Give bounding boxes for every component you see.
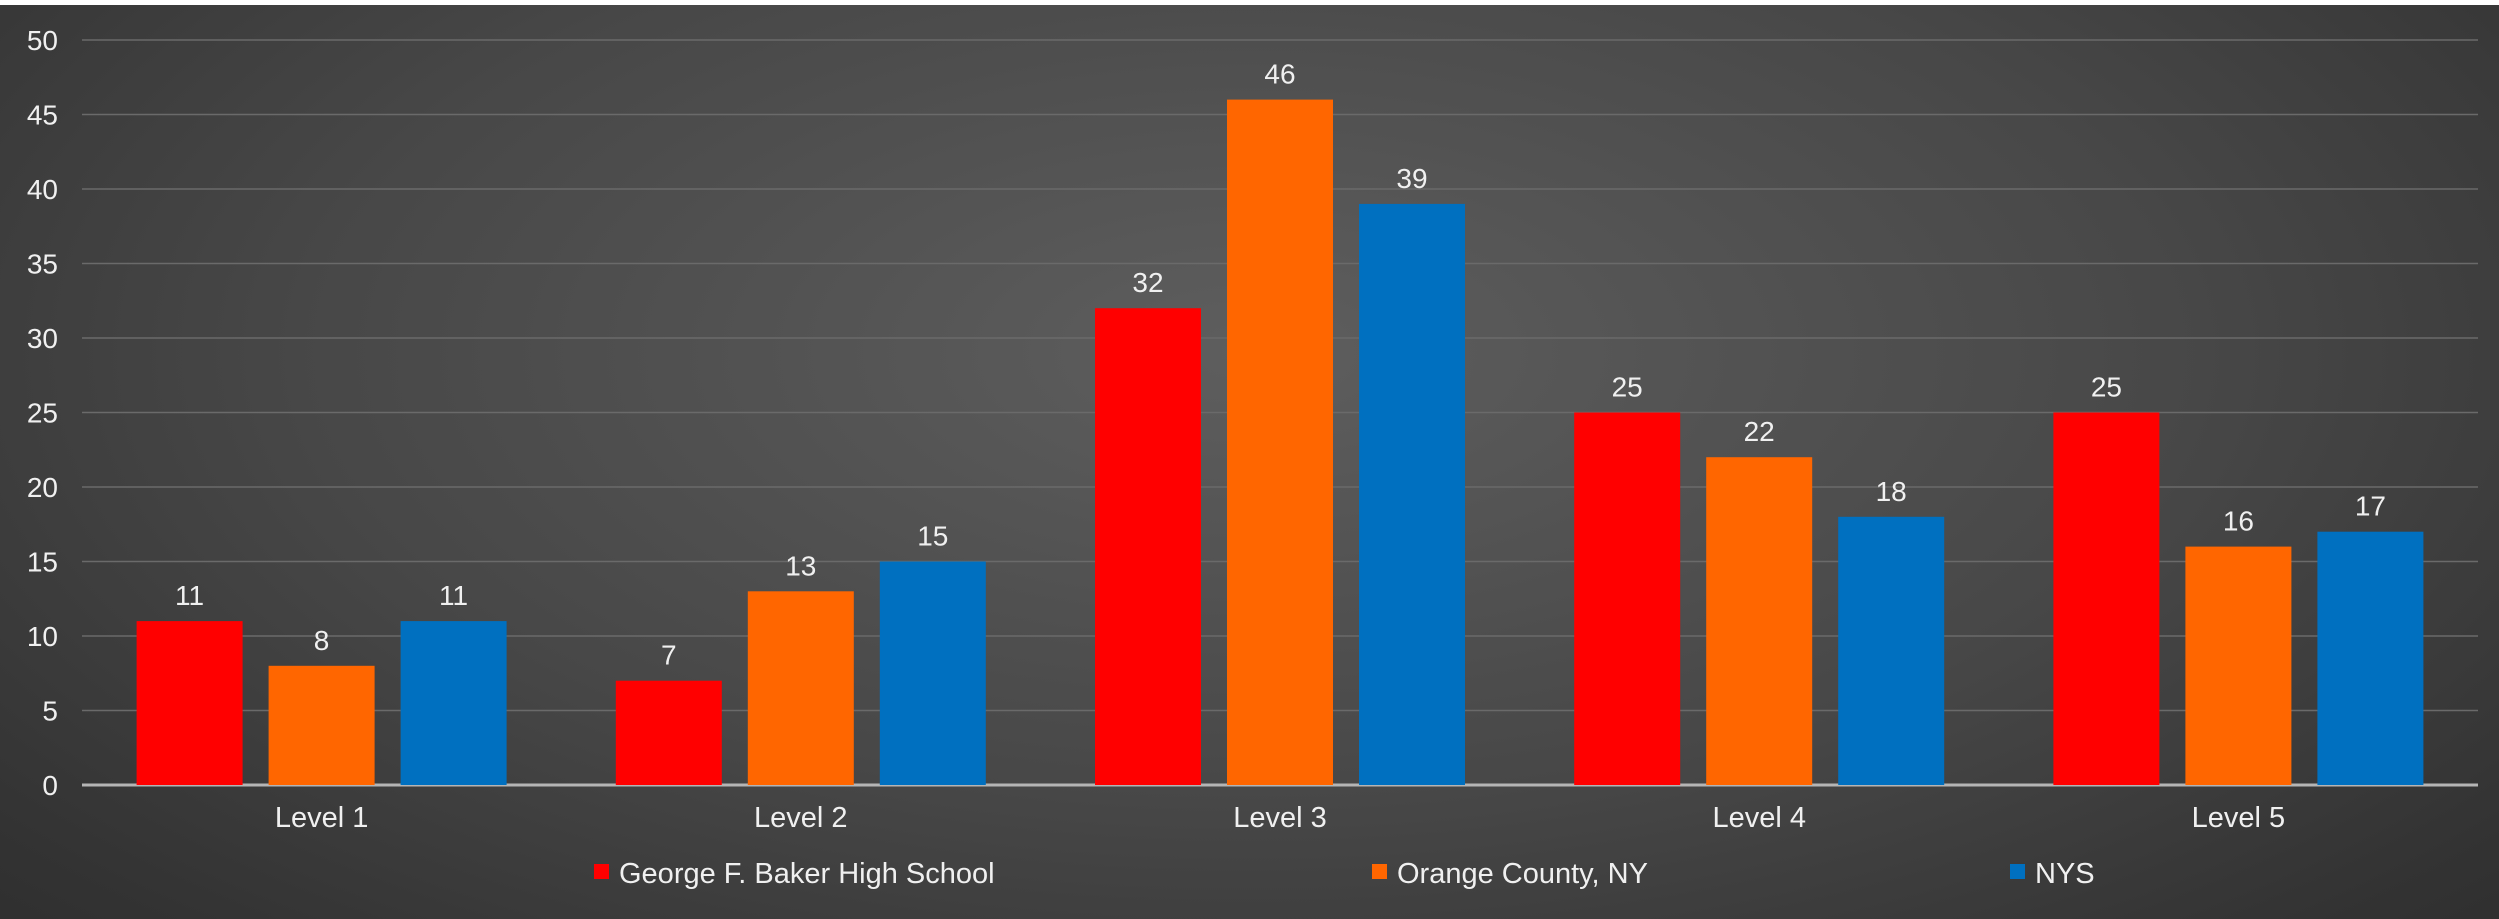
- data-label: 17: [2355, 491, 2386, 522]
- y-tick-label: 5: [42, 696, 58, 727]
- bars: [136, 99, 2424, 786]
- legend-label: NYS: [2035, 858, 2095, 890]
- bar: [2053, 412, 2160, 785]
- y-tick-label: 25: [27, 398, 58, 429]
- bar: [1095, 308, 1201, 785]
- data-label: 25: [2091, 372, 2122, 403]
- y-tick-label: 15: [27, 547, 58, 578]
- y-tick-label: 35: [27, 249, 58, 280]
- data-label: 8: [314, 625, 330, 656]
- x-axis-ticks: Level 1 Level 2 Level 3 Level 4 Level 5: [275, 802, 2285, 834]
- legend-swatch: [1372, 864, 1387, 879]
- bar: [615, 680, 722, 785]
- y-tick-label: 45: [27, 100, 58, 131]
- data-label: 22: [1744, 416, 1775, 447]
- legend-swatch: [2010, 864, 2025, 879]
- chart-area: 0 5 10 15 20 25 30 35 40 45 50 11 8 11 7 13 15 32 46 39 25 2…: [0, 5, 2499, 919]
- bar: [400, 621, 507, 785]
- bar: [879, 561, 986, 785]
- bar: [1838, 516, 1945, 785]
- data-label: 16: [2223, 506, 2254, 537]
- data-label: 39: [1396, 163, 1427, 194]
- data-label: 18: [1876, 476, 1907, 507]
- bar: [1706, 457, 1813, 785]
- x-tick-label: Level 1: [275, 802, 369, 834]
- y-tick-label: 10: [27, 621, 58, 652]
- data-label: 46: [1264, 59, 1295, 90]
- bar-chart: 0 5 10 15 20 25 30 35 40 45 50 11 8 11 7 13 15 32 46 39 25 2…: [27, 25, 2478, 890]
- data-label: 13: [785, 550, 816, 581]
- y-axis-ticks: 0 5 10 15 20 25 30 35 40 45 50: [27, 25, 58, 801]
- y-tick-label: 0: [42, 770, 58, 801]
- legend-label: Orange County, NY: [1397, 858, 1648, 890]
- data-label: 32: [1132, 267, 1163, 298]
- x-tick-label: Level 3: [1233, 802, 1327, 834]
- legend-swatch: [594, 864, 609, 879]
- x-tick-label: Level 4: [1712, 802, 1806, 834]
- data-label: 11: [175, 580, 204, 611]
- data-label: 7: [661, 640, 677, 671]
- y-tick-label: 40: [27, 174, 58, 205]
- y-tick-label: 20: [27, 472, 58, 503]
- bar: [747, 591, 854, 785]
- y-tick-label: 50: [27, 25, 58, 56]
- data-label: 25: [1612, 372, 1643, 403]
- bar: [1359, 203, 1465, 785]
- bar: [1574, 412, 1681, 785]
- bar: [268, 665, 375, 785]
- data-label: 15: [917, 521, 948, 552]
- y-tick-label: 30: [27, 323, 58, 354]
- bar: [2317, 531, 2424, 785]
- data-labels: 11 8 11 7 13 15 32 46 39 25 22 18 25 16 17: [175, 59, 2386, 671]
- x-tick-label: Level 5: [2192, 802, 2286, 834]
- x-tick-label: Level 2: [754, 802, 848, 834]
- bar: [2185, 546, 2292, 785]
- bar: [1227, 99, 1333, 786]
- bar: [136, 621, 243, 785]
- legend-label: George F. Baker High School: [619, 858, 995, 890]
- data-label: 11: [439, 580, 468, 611]
- legend: George F. Baker High School Orange County…: [594, 858, 2095, 890]
